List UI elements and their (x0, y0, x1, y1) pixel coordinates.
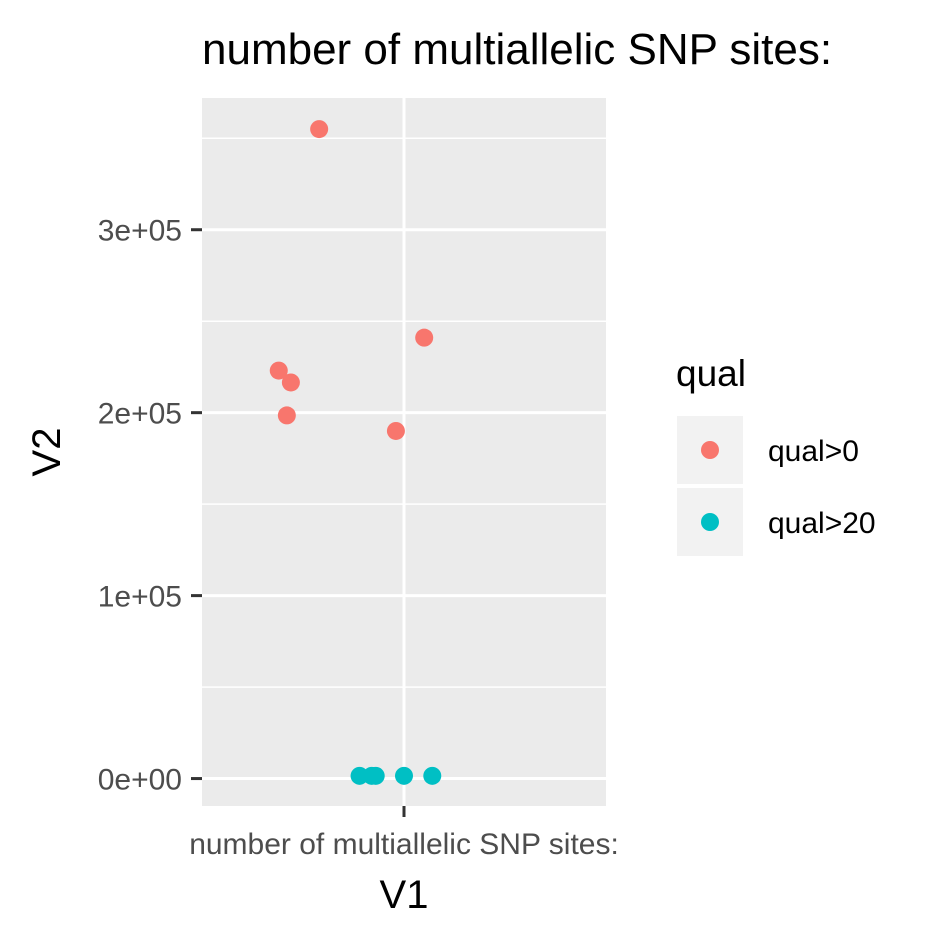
x-axis-label: V1 (380, 873, 429, 917)
chart-title: number of multiallelic SNP sites: (202, 25, 832, 74)
data-point (415, 328, 434, 347)
legend-label: qual>0 (768, 435, 859, 468)
data-point (386, 421, 405, 440)
x-axis: number of multiallelic SNP sites: (189, 806, 619, 861)
y-tick-label: 0e+00 (98, 764, 182, 797)
data-point (269, 361, 288, 380)
legend-keys: qual>0 qual>20 (677, 416, 876, 556)
y-tick-label: 1e+05 (98, 581, 182, 614)
legend: qual qual>0 qual>20 (676, 353, 876, 556)
data-point (366, 766, 385, 785)
data-point (395, 766, 413, 785)
data-point (277, 406, 296, 425)
data-point (310, 120, 329, 139)
major-gridlines (202, 98, 606, 806)
data-point (423, 766, 442, 785)
data-points (269, 120, 442, 785)
legend-key-marker (701, 513, 719, 531)
y-axis-label: V2 (25, 428, 69, 477)
x-tick-label: number of multiallelic SNP sites: (189, 828, 619, 861)
legend-title: qual (676, 353, 746, 394)
y-axis: 0e+00 1e+05 2e+05 3e+05 (98, 215, 202, 797)
y-tick-label: 3e+05 (98, 215, 182, 248)
legend-label: qual>20 (768, 507, 876, 540)
data-point (281, 373, 300, 392)
y-tick-label: 2e+05 (98, 398, 182, 431)
legend-key-marker (701, 441, 719, 459)
